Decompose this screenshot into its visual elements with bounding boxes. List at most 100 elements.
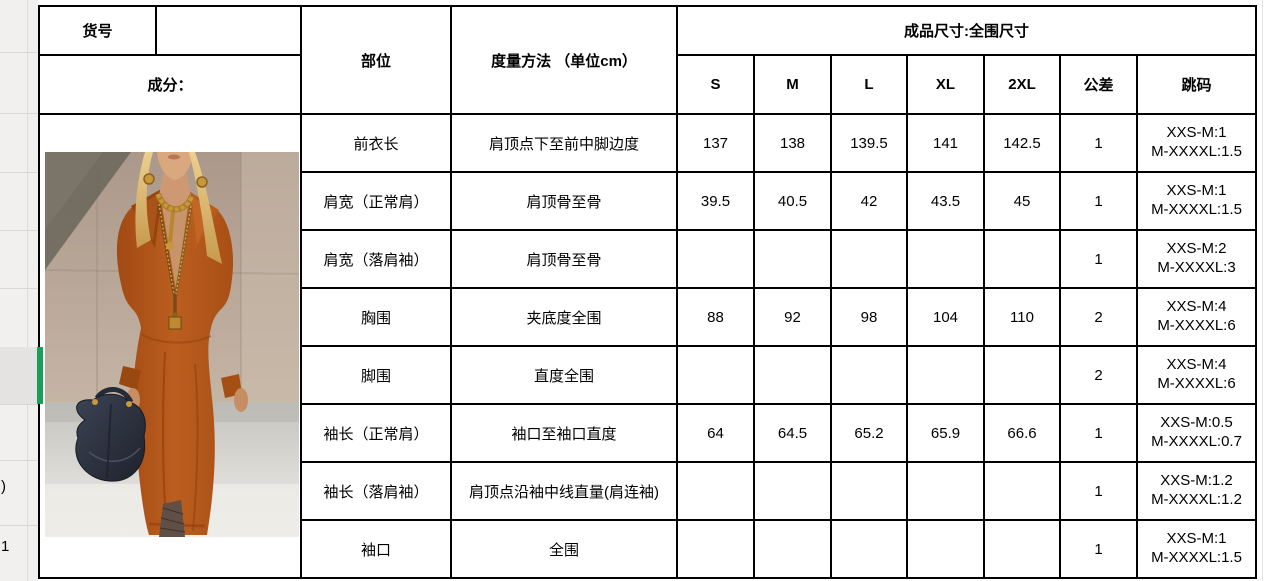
header-row-top: 货号 部位 度量方法 （单位cm） 成品尺寸:全围尺寸	[38, 5, 1257, 115]
tolerance-cell[interactable]: 2	[1059, 345, 1138, 405]
part-cell[interactable]: 袖长（落肩袖）	[300, 461, 452, 521]
value-cell-s[interactable]	[676, 519, 755, 579]
part-cell[interactable]: 袖长（正常肩）	[300, 403, 452, 463]
value-cell-l[interactable]: 42	[830, 171, 908, 231]
grading-line: M-XXXXL:1.5	[1151, 549, 1242, 566]
value-cell-s[interactable]: 39.5	[676, 171, 755, 231]
value-cell-2xl[interactable]: 142.5	[983, 113, 1061, 173]
grading-line: M-XXXXL:6	[1157, 317, 1236, 334]
sheet-left-margin: ) 1	[0, 0, 38, 581]
value-cell-xl[interactable]: 104	[906, 287, 985, 347]
value-cell-l[interactable]	[830, 519, 908, 579]
tolerance-cell[interactable]: 2	[1059, 287, 1138, 347]
value-cell-l[interactable]: 139.5	[830, 113, 908, 173]
value-cell-2xl[interactable]	[983, 461, 1061, 521]
tolerance-header-cell[interactable]: 公差	[1059, 54, 1138, 115]
grading-line: M-XXXXL:1.5	[1151, 201, 1242, 218]
value-cell-m[interactable]	[753, 461, 832, 521]
part-cell[interactable]: 肩宽（落肩袖）	[300, 229, 452, 289]
grading-line: M-XXXXL:1.2	[1151, 491, 1242, 508]
value-cell-s[interactable]: 137	[676, 113, 755, 173]
grading-cell[interactable]: XXS-M:1 M-XXXXL:1.5	[1136, 519, 1257, 579]
method-cell[interactable]: 夹底度全围	[450, 287, 678, 347]
item-no-label-cell[interactable]: 货号	[38, 5, 157, 56]
value-cell-s[interactable]: 88	[676, 287, 755, 347]
method-header-cell[interactable]: 度量方法 （单位cm）	[450, 5, 678, 115]
tolerance-cell[interactable]: 1	[1059, 229, 1138, 289]
value-cell-l[interactable]	[830, 229, 908, 289]
grading-cell[interactable]: XXS-M:1 M-XXXXL:1.5	[1136, 171, 1257, 231]
grading-line: M-XXXXL:3	[1157, 259, 1236, 276]
value-cell-xl[interactable]	[906, 519, 985, 579]
value-cell-s[interactable]	[676, 461, 755, 521]
method-cell[interactable]: 袖口至袖口直度	[450, 403, 678, 463]
fishnet-shoe	[159, 500, 186, 537]
grading-cell[interactable]: XXS-M:1 M-XXXXL:1.5	[1136, 113, 1257, 173]
tolerance-cell[interactable]: 1	[1059, 403, 1138, 463]
grading-cell[interactable]: XXS-M:2 M-XXXXL:3	[1136, 229, 1257, 289]
value-cell-l[interactable]: 98	[830, 287, 908, 347]
value-cell-s[interactable]	[676, 345, 755, 405]
part-cell[interactable]: 胸围	[300, 287, 452, 347]
value-cell-2xl[interactable]: 45	[983, 171, 1061, 231]
size-col-m[interactable]: M	[753, 54, 832, 115]
value-cell-xl[interactable]	[906, 229, 985, 289]
part-cell[interactable]: 脚围	[300, 345, 452, 405]
value-cell-m[interactable]: 64.5	[753, 403, 832, 463]
value-cell-xl[interactable]	[906, 345, 985, 405]
value-cell-xl[interactable]: 141	[906, 113, 985, 173]
value-cell-s[interactable]: 64	[676, 403, 755, 463]
method-cell[interactable]: 肩顶骨至骨	[450, 171, 678, 231]
table-row: 脚围 直度全围 2 XXS-M:4 M-XXXXL:6	[39, 345, 1257, 405]
grading-cell[interactable]: XXS-M:1.2 M-XXXXL:1.2	[1136, 461, 1257, 521]
value-cell-xl[interactable]: 65.9	[906, 403, 985, 463]
value-cell-l[interactable]	[830, 345, 908, 405]
composition-label-cell[interactable]: 成分：	[38, 54, 302, 115]
value-cell-m[interactable]: 40.5	[753, 171, 832, 231]
part-cell[interactable]: 袖口	[300, 519, 452, 579]
margin-gridline	[0, 525, 38, 526]
value-cell-m[interactable]	[753, 345, 832, 405]
part-cell[interactable]: 肩宽（正常肩）	[300, 171, 452, 231]
size-title-cell[interactable]: 成品尺寸:全围尺寸	[676, 5, 1257, 56]
value-cell-m[interactable]	[753, 229, 832, 289]
item-no-value-cell[interactable]	[155, 5, 302, 56]
value-cell-m[interactable]: 92	[753, 287, 832, 347]
value-cell-2xl[interactable]	[983, 519, 1061, 579]
part-cell[interactable]: 前衣长	[300, 113, 452, 173]
value-cell-s[interactable]	[676, 229, 755, 289]
tolerance-cell[interactable]: 1	[1059, 461, 1138, 521]
value-cell-2xl[interactable]: 110	[983, 287, 1061, 347]
method-cell[interactable]: 直度全围	[450, 345, 678, 405]
value-cell-m[interactable]: 138	[753, 113, 832, 173]
zipper	[157, 203, 193, 330]
grading-header-cell[interactable]: 跳码	[1136, 54, 1257, 115]
method-cell[interactable]: 肩顶点沿袖中线直量(肩连袖)	[450, 461, 678, 521]
value-cell-xl[interactable]	[906, 461, 985, 521]
tolerance-cell[interactable]: 1	[1059, 113, 1138, 173]
method-cell[interactable]: 肩顶骨至骨	[450, 229, 678, 289]
part-header-cell[interactable]: 部位	[300, 5, 452, 115]
value-cell-2xl[interactable]	[983, 229, 1061, 289]
value-cell-2xl[interactable]	[983, 345, 1061, 405]
method-cell[interactable]: 全围	[450, 519, 678, 579]
size-col-2xl[interactable]: 2XL	[983, 54, 1061, 115]
value-cell-l[interactable]: 65.2	[830, 403, 908, 463]
size-col-l[interactable]: L	[830, 54, 908, 115]
method-cell[interactable]: 肩顶点下至前中脚边度	[450, 113, 678, 173]
grading-cell[interactable]: XXS-M:4 M-XXXXL:6	[1136, 345, 1257, 405]
tolerance-cell[interactable]: 1	[1059, 171, 1138, 231]
value-cell-l[interactable]	[830, 461, 908, 521]
value-cell-m[interactable]	[753, 519, 832, 579]
grading-cell[interactable]: XXS-M:0.5 M-XXXXL:0.7	[1136, 403, 1257, 463]
grading-cell[interactable]: XXS-M:4 M-XXXXL:6	[1136, 287, 1257, 347]
value-cell-2xl[interactable]: 66.6	[983, 403, 1061, 463]
grading-line: XXS-M:2	[1166, 240, 1227, 258]
tolerance-cell[interactable]: 1	[1059, 519, 1138, 579]
product-photo[interactable]	[45, 152, 299, 537]
margin-gridline-vertical	[27, 0, 28, 581]
size-col-xl[interactable]: XL	[906, 54, 985, 115]
handbag	[75, 387, 146, 482]
value-cell-xl[interactable]: 43.5	[906, 171, 985, 231]
size-col-s[interactable]: S	[676, 54, 755, 115]
